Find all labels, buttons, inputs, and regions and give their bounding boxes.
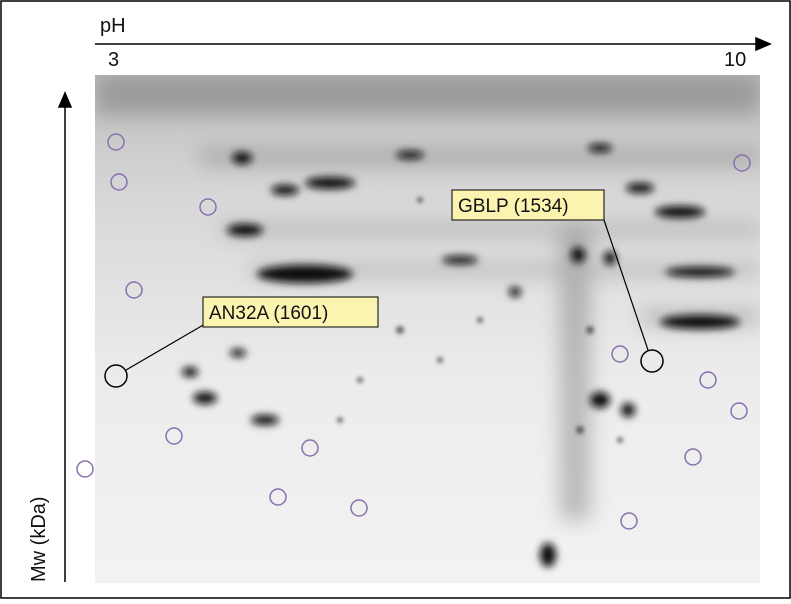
gel — [95, 75, 760, 583]
annotation: AN32A (1601) — [104, 296, 379, 388]
axes — [57, 36, 772, 582]
x-axis-label: pH — [100, 15, 126, 37]
annotation: GBLP (1534) — [451, 189, 664, 373]
annotation-label: AN32A (1601) — [209, 303, 328, 324]
x-axis-end: 10 — [724, 49, 746, 71]
y-axis-label: Mw (kDa) — [28, 496, 50, 582]
x-axis-start: 3 — [108, 49, 119, 71]
spot-markers — [76, 133, 751, 530]
annotation-label: GBLP (1534) — [458, 196, 569, 217]
